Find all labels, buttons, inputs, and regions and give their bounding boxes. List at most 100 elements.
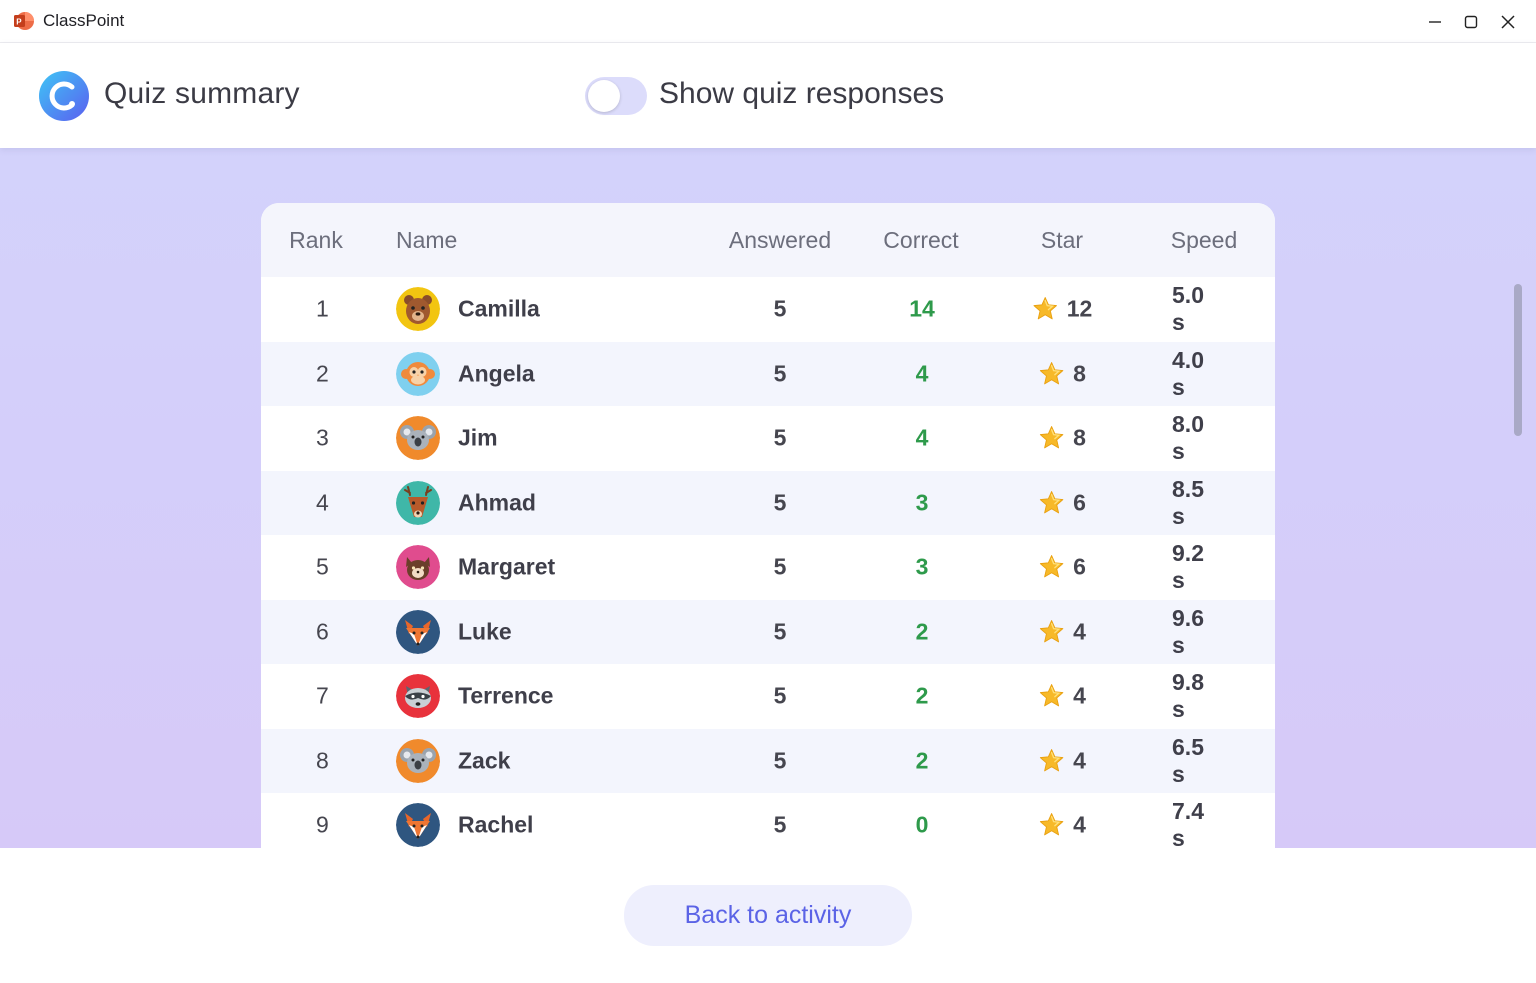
speed-cell: 8.5 s: [1172, 476, 1236, 530]
star-value: 8: [1073, 360, 1086, 387]
close-button[interactable]: [1494, 8, 1522, 36]
speed-cell: 6.5 s: [1172, 734, 1236, 788]
table-row[interactable]: 1 Camilla 5 14 12 5.0 s: [261, 277, 1275, 342]
answered-cell: 5: [774, 425, 793, 452]
column-correct[interactable]: Correct: [883, 227, 959, 253]
fox-avatar: [396, 609, 440, 654]
star-value: 4: [1073, 618, 1086, 645]
star-cell: 6: [1039, 489, 1110, 516]
table-row[interactable]: 8 Zack 5 2 4 6.5 s: [261, 728, 1275, 793]
star-value: 4: [1073, 811, 1086, 838]
answered-cell: 5: [774, 489, 793, 516]
column-answered[interactable]: Answered: [728, 227, 832, 253]
speed-unit: s: [1172, 438, 1185, 465]
speed-cell: 9.2 s: [1172, 540, 1236, 594]
scrollbar-thumb[interactable]: [1514, 284, 1522, 436]
answered-cell: 5: [774, 812, 793, 839]
correct-value: 4: [915, 424, 929, 451]
star-value: 6: [1073, 553, 1086, 580]
speed-unit: s: [1172, 825, 1185, 848]
cat-avatar: [396, 545, 440, 590]
star-icon: [1039, 490, 1064, 514]
speed-unit: s: [1172, 309, 1185, 336]
participant-name: Camilla: [458, 295, 540, 322]
answered-cell: 5: [774, 683, 793, 710]
answered-value: 5: [773, 553, 787, 580]
monkey-avatar: [396, 351, 440, 396]
table-row[interactable]: 6 Luke 5 2 4 9.6 s: [261, 599, 1275, 664]
speed-value: 7.4: [1172, 798, 1204, 825]
participant-name: Ahmad: [458, 489, 536, 516]
minimize-button[interactable]: [1421, 8, 1449, 36]
svg-text:P: P: [16, 18, 22, 27]
table-row[interactable]: 4 Ahmad 5 3 6 8.5 s: [261, 470, 1275, 535]
answered-value: 5: [773, 811, 787, 838]
column-speed[interactable]: Speed: [1170, 227, 1238, 253]
table-row[interactable]: 5 Margaret 5 3 6 9.2 s: [261, 535, 1275, 600]
correct-value: 3: [915, 489, 929, 516]
star-cell: 8: [1039, 360, 1110, 387]
show-responses-label: Show quiz responses: [659, 77, 945, 110]
star-icon: [1039, 361, 1064, 385]
correct-cell: 3: [916, 554, 935, 581]
app-title: ClassPoint: [43, 11, 125, 30]
correct-value: 3: [915, 553, 929, 580]
speed-value: 8.5: [1172, 475, 1204, 502]
deer-avatar: [396, 480, 440, 525]
toggle-knob: [588, 80, 620, 112]
participant-name: Margaret: [458, 553, 556, 580]
speed-value: 4.0: [1172, 346, 1204, 373]
speed-cell: 5.0 s: [1172, 282, 1236, 336]
koala-avatar: [396, 738, 440, 783]
speed-cell: 9.8 s: [1172, 669, 1236, 723]
star-icon: [1039, 555, 1064, 578]
speed-value: 9.2: [1172, 540, 1204, 567]
bear-avatar: [396, 287, 440, 332]
star-cell: 4: [1039, 683, 1110, 710]
answered-value: 5: [773, 424, 787, 451]
correct-value: 14: [909, 295, 935, 322]
star-value: 6: [1073, 489, 1086, 516]
participant-name: Luke: [458, 618, 512, 645]
correct-cell: 0: [916, 812, 935, 839]
title-bar: P ClassPoint: [0, 0, 1536, 43]
speed-unit: s: [1172, 760, 1185, 787]
speed-value: 6.5: [1172, 733, 1204, 760]
speed-unit: s: [1172, 631, 1185, 658]
participant-name: Jim: [458, 424, 498, 451]
quiz-summary-header: Quiz summary Show quiz responses: [0, 43, 1536, 148]
star-value: 4: [1073, 747, 1086, 774]
star-cell: 4: [1039, 618, 1110, 645]
back-to-activity-button[interactable]: Back to activity: [624, 885, 912, 946]
correct-value: 4: [915, 360, 929, 387]
correct-value: 2: [915, 682, 929, 709]
star-cell: 12: [1033, 296, 1123, 323]
speed-unit: s: [1172, 567, 1185, 594]
maximize-icon: [1464, 15, 1478, 29]
close-icon: [1501, 15, 1515, 29]
table-header: Rank Name Answered Correct Star Speed: [261, 203, 1275, 277]
star-icon: [1039, 813, 1064, 836]
table-row[interactable]: 2 Angela 5 4 8 4.0 s: [261, 341, 1275, 406]
speed-value: 5.0: [1172, 282, 1204, 309]
show-responses-toggle[interactable]: [585, 77, 647, 115]
star-icon: [1039, 619, 1064, 643]
column-star[interactable]: Star: [1040, 227, 1084, 253]
page-title: Quiz summary: [104, 77, 300, 110]
table-row[interactable]: 3 Jim 5 4 8 8.0 s: [261, 406, 1275, 471]
speed-unit: s: [1172, 373, 1185, 400]
maximize-button[interactable]: [1457, 8, 1485, 36]
participant-name: Angela: [458, 360, 535, 387]
speed-value: 9.8: [1172, 669, 1204, 696]
speed-cell: 9.6 s: [1172, 605, 1236, 659]
participant-name: Zack: [458, 747, 511, 774]
table-row[interactable]: 7 Terrence 5 2 4 9.8 s: [261, 664, 1275, 729]
column-name[interactable]: Name: [396, 227, 458, 253]
column-rank[interactable]: Rank: [289, 227, 343, 253]
answered-cell: 5: [774, 554, 793, 581]
answered-value: 5: [773, 295, 787, 322]
table-row[interactable]: 9 Rachel 5 0 4 7.4 s: [261, 793, 1275, 848]
star-cell: 4: [1039, 811, 1110, 839]
correct-cell: 2: [916, 683, 935, 710]
classpoint-logo: [39, 71, 89, 121]
